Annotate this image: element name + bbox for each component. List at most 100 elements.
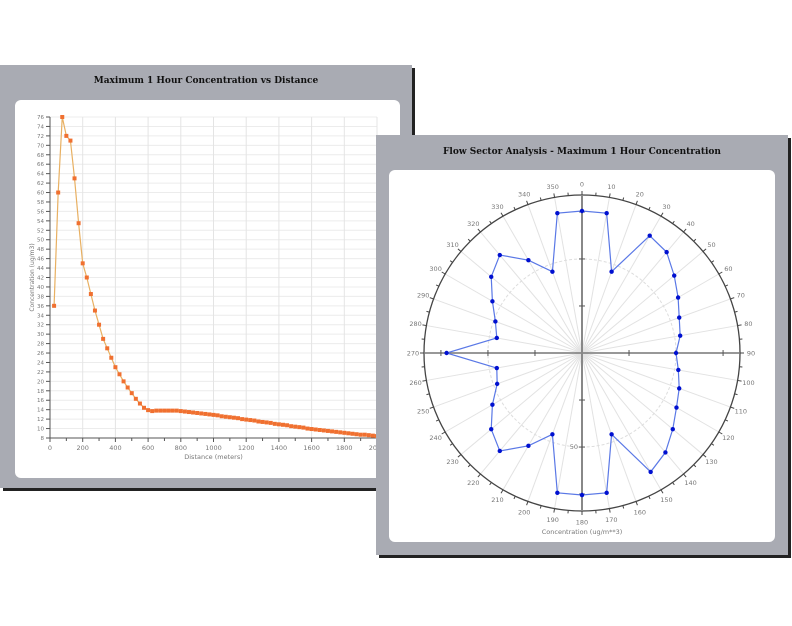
data-point [346,431,351,436]
data-point [293,424,298,429]
spoke [433,298,583,354]
data-point [195,410,200,415]
x-tick-label: 800 [175,444,187,452]
data-point [494,381,500,387]
data-point [490,402,495,407]
chart-title: Maximum 1 Hour Concentration vs Distance [93,76,319,86]
angle-label: 80 [744,320,752,328]
angle-label: 200 [518,508,530,516]
data-point [334,429,339,434]
angle-label: 230 [446,458,458,466]
data-point [555,490,560,496]
data-point [358,432,363,437]
data-point [280,422,285,427]
angle-tick [449,260,453,263]
angle-tick [553,508,556,513]
spoke [581,352,720,433]
spoke [460,352,583,455]
data-point [211,412,216,417]
data-point [370,433,375,438]
data-point [264,420,269,425]
spoke [581,352,731,408]
angle-label: 140 [684,479,696,487]
data-point [579,208,585,214]
angle-tick [711,260,715,263]
y-tick-label: 54 [37,219,44,225]
angle-tick [608,508,611,513]
angle-tick [553,193,556,198]
data-point [52,303,57,308]
y-tick-label: 70 [37,143,44,149]
y-tick-label: 64 [37,172,44,178]
angle-tick [711,443,715,446]
angle-tick [718,271,723,275]
data-point [60,115,65,119]
data-point [252,418,257,423]
angle-tick [467,238,471,242]
angle-tick [622,505,625,509]
data-point [289,424,294,429]
y-tick-label: 76 [37,115,44,121]
data-point [490,299,495,304]
angle-tick [513,495,516,500]
data-point [162,408,167,413]
angle-tick [730,406,735,409]
data-point [670,426,675,432]
data-point [215,413,220,418]
polar-chart: 50 0 10 20 30 40 50 60 70 80 90 100 110 120 130 140 150 1… [407,181,755,537]
data-point [673,350,679,356]
angle-tick [449,443,453,446]
line-chart: 8 10 12 14 16 18 20 22 24 26 28 30 32 34 36 38 40 42 44 46 4… [29,115,394,461]
y-tick-label: 58 [37,200,44,206]
angle-label: 270 [407,350,419,358]
angle-label: 300 [429,265,441,273]
angle-label: 310 [446,241,458,249]
angle-tick [737,379,742,382]
x-tick-label: 1400 [271,444,288,452]
data-point [604,210,609,216]
spoke [581,352,738,381]
data-point [675,295,681,300]
angle-label: 150 [660,496,672,504]
data-point [133,396,138,401]
data-point [105,346,110,351]
angle-label: 350 [546,183,558,191]
y-tick-label: 46 [37,257,44,263]
angle-label: 290 [417,292,429,300]
spoke [460,251,583,354]
data-point [648,469,653,475]
data-point [236,416,241,421]
distance-chart-window: Maximum 1 Hour Concentration vs Distance… [0,65,412,488]
data-point [609,432,614,437]
data-point [325,428,330,433]
y-tick-label: 40 [37,285,44,291]
angle-tick [500,212,504,217]
data-point [497,252,502,258]
angle-tick [683,473,687,478]
data-point [125,385,130,390]
data-point [342,430,347,435]
data-point [64,133,69,138]
angle-tick [724,419,729,422]
data-point [309,427,314,432]
data-point [526,257,531,263]
spoke [527,204,583,354]
spoke [444,273,583,354]
spoke [502,215,583,354]
data-point [80,261,85,266]
angle-tick [422,324,427,327]
data-point [207,412,212,417]
data-point [121,379,126,384]
x-tick-label: 200 [76,444,88,452]
angle-tick [429,297,434,300]
data-point [604,490,609,496]
data-point [555,210,560,216]
data-point [497,448,502,454]
data-point [142,405,147,410]
data-point [223,414,228,419]
data-point [493,319,498,324]
data-point [92,308,97,313]
y-tick-label: 52 [37,228,44,234]
data-point [146,408,151,413]
data-point [174,408,179,413]
